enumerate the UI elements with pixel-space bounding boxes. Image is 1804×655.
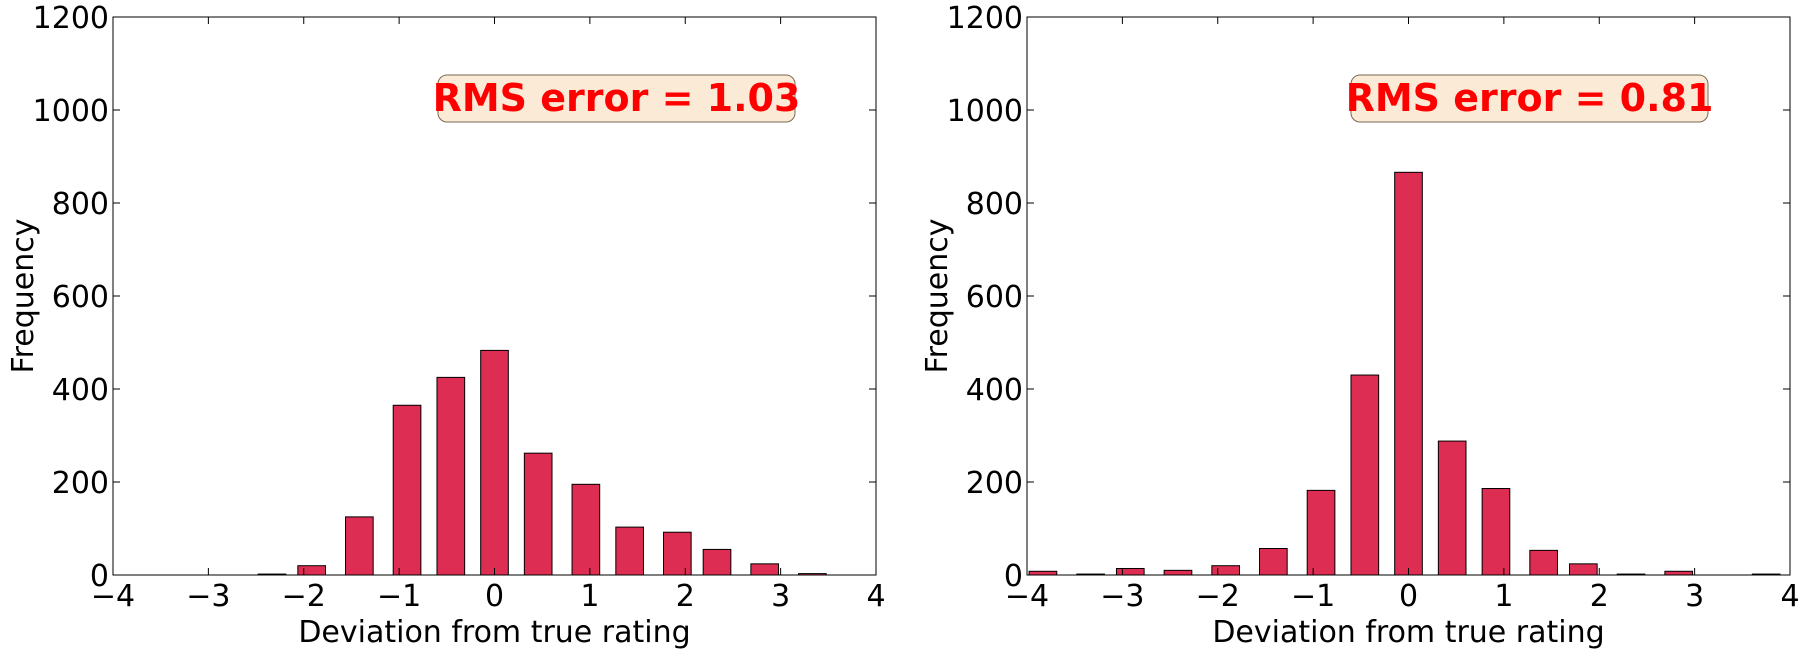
x-axis-title: Deviation from true rating [1212,615,1604,650]
y-tick-label: 800 [52,187,109,222]
y-tick-label: 0 [90,559,109,594]
x-tick-label: −1 [1291,579,1335,614]
histogram-bar [392,404,422,576]
histogram-bar [297,565,326,576]
histogram-bar [1529,549,1558,576]
y-tick-label: 1200 [33,1,109,36]
x-tick-label: 3 [1685,579,1704,614]
histogram-bar [1211,565,1240,576]
y-axis-title: Frequency [6,219,41,374]
histogram-bar [1481,488,1511,576]
histogram-bar [345,516,374,576]
histogram-bar [1664,570,1694,576]
rms-annotation-box [1350,74,1709,123]
x-axis-title: Deviation from true rating [298,615,690,650]
x-tick-label: −3 [186,579,230,614]
histogram-bar [480,349,509,576]
rms-annotation-box [437,74,796,123]
x-tick-label: 0 [1399,579,1418,614]
x-tick-label: 4 [866,579,885,614]
histogram-panel-left: −4 −3 −2 −1 0 1 2 3 4 0 200 400 600 800 1000 1200 Deviat… [6,1,886,650]
x-tick-label: 2 [676,579,695,614]
x-tick-label: 1 [1494,579,1513,614]
x-tick-label: −3 [1100,579,1144,614]
histogram-bar [1350,374,1380,576]
y-tick-label: 200 [966,466,1023,501]
x-tick-label: 0 [485,579,504,614]
rms-annotation-text: RMS error = 0.81 [1346,76,1714,120]
y-tick-label: 0 [1004,559,1023,594]
histogram-bar [571,483,601,576]
histogram-bar [1028,570,1058,576]
histogram-bar [750,563,780,576]
histogram-bar [523,452,553,576]
histogram-bar [1394,171,1423,576]
histogram-bar [1163,569,1193,576]
histogram-bar [1306,489,1336,576]
x-tick-label: −4 [1005,579,1049,614]
y-tick-label: 1200 [947,1,1023,36]
y-tick-label: 800 [966,187,1023,222]
histogram-bar [1259,548,1288,576]
x-tick-label: 2 [1590,579,1609,614]
histogram-panel-right: −4 −3 −2 −1 0 1 2 3 4 0 200 400 600 800 1000 1200 Deviat… [920,1,1800,650]
histogram-bar [1568,563,1598,576]
x-tick-label: −1 [377,579,421,614]
y-tick-label: 1000 [947,94,1023,129]
y-tick-label: 1000 [33,94,109,129]
histogram-bar [1437,440,1467,576]
x-tick-label: −2 [1196,579,1240,614]
y-tick-label: 400 [966,373,1023,408]
histogram-bar [615,526,644,576]
rms-annotation-text: RMS error = 1.03 [433,76,801,120]
histogram-bar [436,376,466,576]
x-tick-label: −2 [282,579,326,614]
x-tick-label: 1 [580,579,599,614]
y-tick-label: 600 [966,280,1023,315]
y-axis-title: Frequency [920,219,955,374]
x-tick-label: 4 [1780,579,1799,614]
histogram-bar [1115,567,1145,576]
y-tick-label: 600 [52,280,109,315]
x-tick-label: 3 [771,579,790,614]
histogram-bar [663,531,692,576]
x-tick-label: −4 [91,579,135,614]
y-tick-label: 200 [52,466,109,501]
y-tick-label: 400 [52,373,109,408]
histogram-bar [702,548,732,576]
